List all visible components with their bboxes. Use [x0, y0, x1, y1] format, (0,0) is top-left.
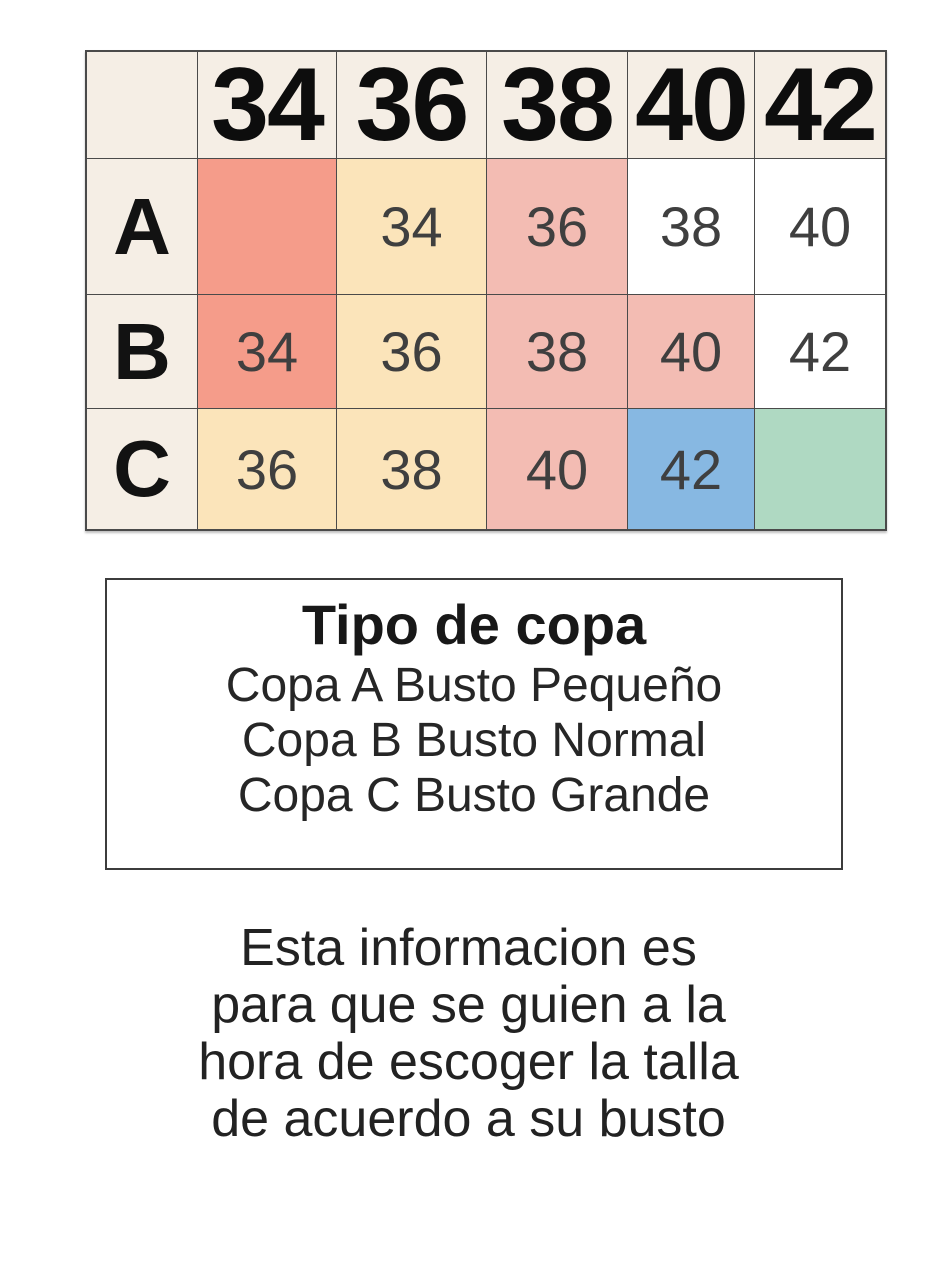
cell-b-36: 36	[337, 295, 487, 409]
cup-a-description: Copa A Busto Pequeño	[225, 659, 723, 712]
cell-b-38: 38	[487, 295, 628, 409]
footer-note-line: de acuerdo a su busto	[211, 1090, 726, 1148]
row-label-c: C	[87, 409, 198, 529]
size-table: 34 36 38 40 42 A 34 36 38 40 B 34 36 38 …	[85, 50, 887, 531]
cell-c-40: 42	[628, 409, 755, 529]
row-label-a: A	[87, 159, 198, 295]
cup-type-title: Tipo de copa	[301, 593, 647, 656]
cell-c-42	[755, 409, 885, 529]
col-header-42: 42	[755, 52, 885, 159]
col-header-40: 40	[628, 52, 755, 159]
footer-note-line: hora de escoger la talla	[198, 1033, 739, 1091]
row-label-b: B	[87, 295, 198, 409]
col-header-36: 36	[337, 52, 487, 159]
cup-c-description: Copa C Busto Grande	[237, 769, 711, 822]
cell-b-40: 40	[628, 295, 755, 409]
cup-type-box: Tipo de copa Copa A Busto Pequeño Copa B…	[105, 578, 843, 870]
cup-b-description: Copa B Busto Normal	[241, 714, 707, 767]
cell-c-38: 40	[487, 409, 628, 529]
col-header-38: 38	[487, 52, 628, 159]
corner-cell	[87, 52, 198, 159]
cell-a-36: 34	[337, 159, 487, 295]
cell-a-40: 38	[628, 159, 755, 295]
cell-a-42: 40	[755, 159, 885, 295]
footer-note: Esta informacion es para que se guien a …	[0, 920, 937, 1148]
cell-c-36: 38	[337, 409, 487, 529]
cell-c-34: 36	[198, 409, 337, 529]
cell-a-38: 36	[487, 159, 628, 295]
footer-note-line: Esta informacion es	[240, 919, 697, 977]
cell-b-42: 42	[755, 295, 885, 409]
cell-a-34	[198, 159, 337, 295]
footer-note-line: para que se guien a la	[211, 976, 726, 1034]
cell-b-34: 34	[198, 295, 337, 409]
col-header-34: 34	[198, 52, 337, 159]
